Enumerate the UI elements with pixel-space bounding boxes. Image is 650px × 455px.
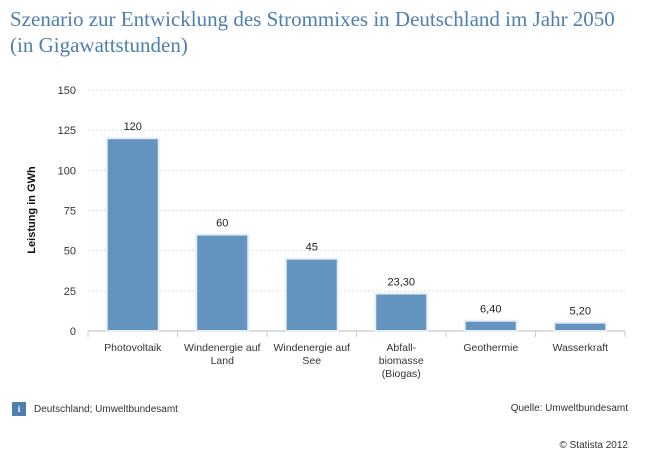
x-tick-label: Photovoltaik: [104, 342, 162, 354]
x-tick-label: Wasserkraft: [552, 342, 608, 354]
y-axis-label: Leistung in GWh: [26, 166, 38, 254]
region-note: Deutschland; Umweltbundesamt: [34, 403, 178, 415]
x-tick-labels: Photovoltaik Windenergie auf Land Windenerg…: [104, 342, 608, 380]
value-labels: 120 60 45 23,30 6,40 5,20: [124, 121, 591, 317]
x-tick-label: Windenergie auf Land: [184, 342, 261, 367]
y-tick-label: 150: [58, 85, 76, 97]
y-tick-labels: 0 25 50 75 100 125 150: [58, 85, 76, 338]
y-tick-label: 75: [64, 206, 76, 218]
source-note: Quelle: Umweltbundesamt: [510, 403, 628, 414]
x-tick-label: Geothermie: [463, 342, 518, 354]
y-tick-label: 100: [58, 165, 76, 177]
y-tick-label: 0: [70, 326, 76, 338]
value-label: 5,20: [570, 306, 591, 318]
x-tick-label: Windenergie auf See: [274, 342, 351, 367]
value-label: 45: [306, 242, 318, 254]
value-label: 23,30: [387, 277, 415, 289]
value-label: 6,40: [480, 304, 501, 316]
info-icon[interactable]: i: [12, 402, 26, 416]
x-tick-label: Abfall-biomasse (Biogas): [379, 342, 424, 380]
chart-title: Szenario zur Entwicklung des Strommixes …: [10, 7, 615, 57]
bar[interactable]: [195, 233, 250, 333]
footer-note: i Deutschland; Umweltbundesamt: [12, 402, 178, 416]
bar[interactable]: [284, 257, 339, 333]
copyright: © Statista 2012: [559, 440, 628, 451]
bar[interactable]: [553, 321, 608, 332]
y-tick-label: 25: [64, 286, 76, 298]
value-label: 120: [124, 121, 142, 133]
bar[interactable]: [374, 292, 429, 332]
gridlines: [87, 89, 626, 337]
y-tick-label: 125: [58, 125, 76, 137]
value-label: 60: [216, 218, 228, 230]
bars: [105, 137, 608, 333]
bar[interactable]: [105, 137, 160, 332]
y-tick-label: 50: [64, 246, 76, 258]
bar[interactable]: [463, 319, 518, 333]
